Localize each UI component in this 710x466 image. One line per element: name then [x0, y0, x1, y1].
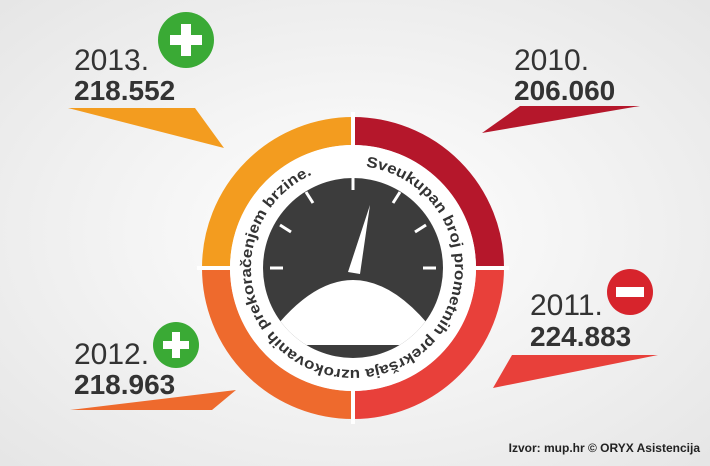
value: 224.883 — [530, 321, 631, 352]
year: 2011. — [530, 289, 603, 322]
value: 218.552 — [74, 75, 175, 106]
plus-icon — [158, 12, 214, 68]
plus-icon — [153, 322, 199, 368]
value: 218.963 — [74, 369, 175, 400]
gauge-ticks — [270, 178, 436, 270]
gauge-dome — [263, 280, 443, 345]
pointer — [70, 390, 236, 410]
pointer — [493, 355, 658, 388]
pointer — [68, 108, 224, 148]
ring — [202, 117, 504, 419]
value: 206.060 — [514, 75, 615, 106]
pointer — [482, 106, 640, 133]
minus-icon — [607, 269, 653, 315]
year: 2010. — [514, 44, 589, 77]
year: 2012. — [74, 338, 149, 371]
needle — [348, 205, 370, 274]
source: Izvor: mup.hr © ORYX Asistencija — [509, 441, 701, 455]
year: 2013. — [74, 44, 149, 77]
